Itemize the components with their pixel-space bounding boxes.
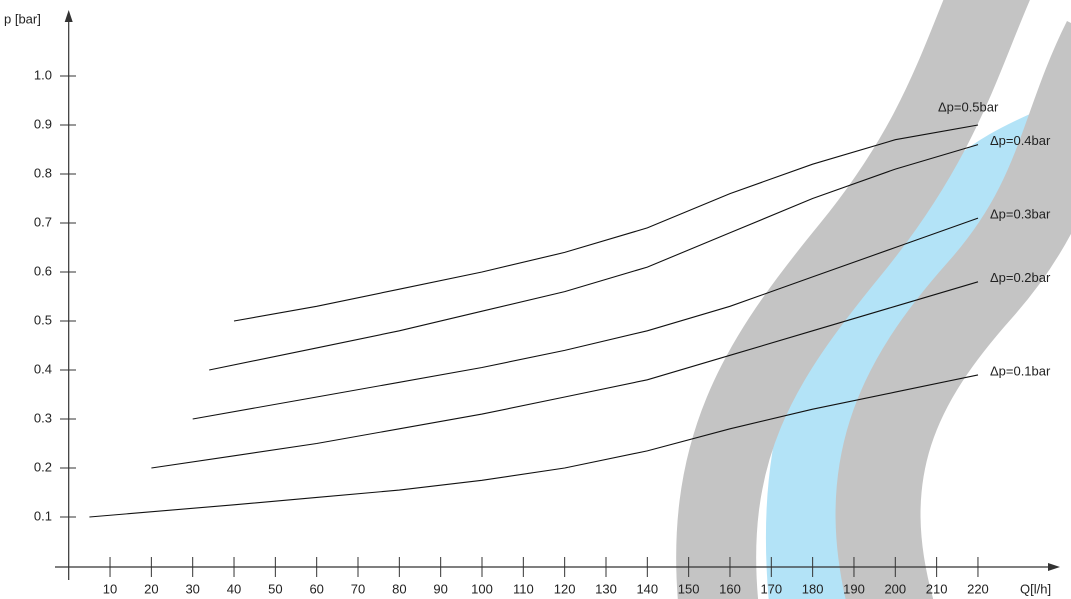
x-arrow [1048, 563, 1060, 571]
y-tick-label: 0.8 [34, 165, 52, 180]
x-tick-label: 180 [802, 581, 824, 596]
operating-bands [676, 0, 1071, 599]
y-tick-label: 0.2 [34, 459, 52, 474]
series-label: Δp=0.4bar [990, 133, 1051, 148]
y-tick-label: 0.9 [34, 116, 52, 131]
y-tick-label: 0.7 [34, 214, 52, 229]
x-tick-label: 120 [554, 581, 576, 596]
series-label: Δp=0.2bar [990, 270, 1051, 285]
curve [151, 281, 979, 469]
y-tick-label: 0.6 [34, 263, 52, 278]
blue-band [765, 114, 1062, 599]
curve [209, 144, 979, 371]
x-tick-label: 90 [433, 581, 447, 596]
curve [89, 374, 979, 518]
x-tick-label: 80 [392, 581, 406, 596]
y-tick-label: 0.3 [34, 410, 52, 425]
series-label: Δp=0.5bar [938, 99, 999, 114]
y-arrow [64, 10, 73, 22]
x-tick-label: 20 [144, 581, 158, 596]
x-tick-label: 200 [884, 581, 906, 596]
x-tick-label: 210 [926, 581, 948, 596]
x-tick-label: 190 [843, 581, 865, 596]
x-tick-label: 110 [513, 581, 534, 596]
gray-band [676, 0, 1030, 599]
x-tick-label: 160 [719, 581, 741, 596]
x-tick-label: 30 [185, 581, 199, 596]
x-tick-label: 70 [351, 581, 365, 596]
x-tick-label: 150 [678, 581, 700, 596]
x-tick-label: 100 [471, 581, 493, 596]
y-tick-label: 0.1 [34, 508, 52, 523]
y-axis-label: p [bar] [4, 11, 41, 26]
x-tick-label: 220 [967, 581, 989, 596]
x-tick-label: 170 [760, 581, 782, 596]
y-tick-label: 0.4 [34, 361, 52, 376]
x-tick-label: 130 [595, 581, 617, 596]
x-tick-label: 140 [636, 581, 658, 596]
series-label: Δp=0.3bar [990, 207, 1051, 222]
x-tick-label: 50 [268, 581, 282, 596]
plot [89, 124, 979, 518]
x-tick-label: 10 [103, 581, 117, 596]
x-tick-label: 60 [309, 581, 323, 596]
gray-band [835, 21, 1071, 599]
series-label: Δp=0.1bar [990, 363, 1051, 378]
curve [233, 124, 979, 322]
x-tick-label: 40 [227, 581, 241, 596]
y-tick-label: 1.0 [34, 67, 52, 82]
curve [192, 217, 979, 420]
x-axis-label: Q[l/h] [1020, 581, 1051, 596]
y-tick-label: 0.5 [34, 312, 52, 327]
